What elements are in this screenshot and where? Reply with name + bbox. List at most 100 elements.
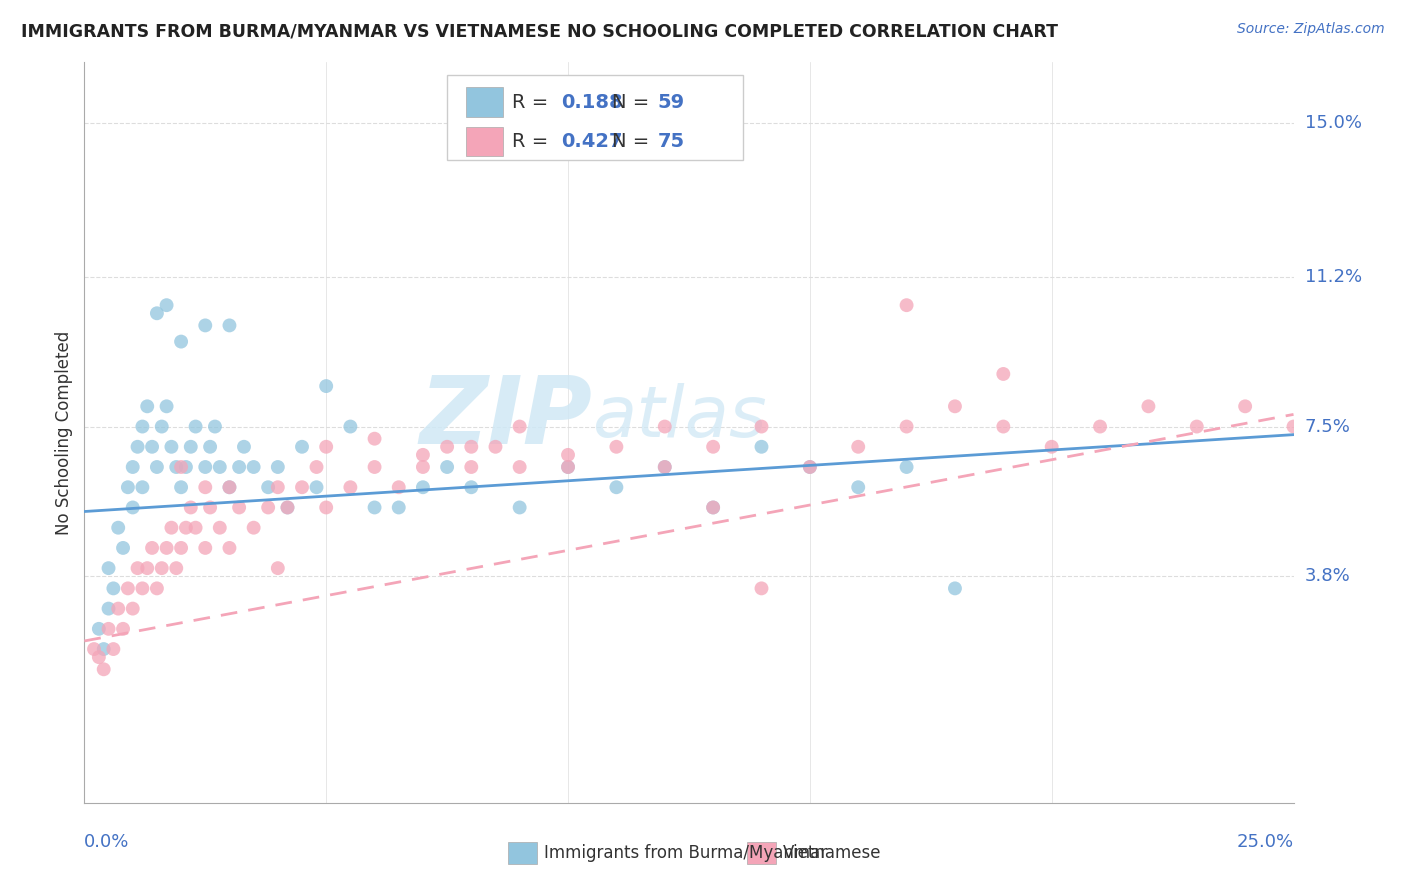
Point (484, 440, 506, 454)
Point (174, 460, 197, 475)
Point (509, 419, 531, 434)
Point (208, 460, 231, 475)
Point (1040, 440, 1063, 454)
Point (509, 460, 531, 475)
Point (198, 500, 221, 515)
Point (117, 582, 139, 596)
Point (1137, 400, 1160, 414)
Point (315, 440, 337, 454)
Point (896, 419, 918, 434)
Point (218, 541, 240, 555)
Point (141, 541, 163, 555)
Point (1185, 419, 1208, 434)
Point (557, 448, 579, 462)
Point (339, 419, 361, 434)
FancyBboxPatch shape (747, 842, 776, 864)
Point (198, 440, 221, 454)
Point (83, 642, 105, 657)
Point (460, 460, 482, 475)
Point (127, 561, 149, 575)
Point (194, 460, 217, 475)
Point (896, 460, 918, 475)
Point (165, 561, 187, 575)
Point (184, 521, 207, 535)
Text: 0.188: 0.188 (561, 93, 623, 112)
Point (751, 440, 773, 454)
Text: 75: 75 (658, 132, 685, 151)
Point (204, 419, 226, 434)
Text: 59: 59 (658, 93, 685, 112)
Point (363, 460, 385, 475)
Point (291, 480, 314, 494)
Text: 25.0%: 25.0% (1236, 833, 1294, 851)
Point (276, 500, 298, 515)
Point (654, 419, 676, 434)
Text: 0.427: 0.427 (561, 132, 623, 151)
Point (436, 460, 458, 475)
Point (267, 480, 290, 494)
FancyBboxPatch shape (467, 87, 503, 117)
Point (107, 601, 129, 615)
Point (155, 298, 177, 312)
Point (751, 582, 773, 596)
Text: atlas: atlas (592, 384, 766, 452)
Point (460, 440, 482, 454)
Text: ZIP: ZIP (419, 372, 592, 464)
Point (146, 582, 169, 596)
Point (315, 500, 337, 515)
Point (146, 460, 169, 475)
Point (141, 440, 163, 454)
Point (131, 480, 153, 494)
Point (305, 480, 328, 494)
Text: Immigrants from Burma/Myanmar: Immigrants from Burma/Myanmar (544, 844, 827, 863)
Point (388, 480, 411, 494)
Point (305, 460, 328, 475)
Point (896, 298, 918, 312)
Point (228, 460, 250, 475)
Point (412, 480, 434, 494)
Point (846, 440, 869, 454)
Point (943, 582, 966, 596)
Text: 11.2%: 11.2% (1305, 268, 1362, 285)
Point (208, 521, 231, 535)
Point (150, 561, 173, 575)
Point (170, 480, 193, 494)
Point (605, 480, 627, 494)
Point (160, 440, 183, 454)
Point (557, 460, 579, 475)
Point (93, 642, 115, 657)
Point (155, 400, 177, 414)
Point (291, 440, 314, 454)
Point (799, 460, 821, 475)
Point (267, 460, 290, 475)
Point (267, 561, 290, 575)
Point (339, 480, 361, 494)
Point (127, 440, 149, 454)
Point (97, 561, 120, 575)
Point (194, 541, 217, 555)
Point (846, 480, 869, 494)
Point (97, 622, 120, 636)
Point (150, 419, 173, 434)
Point (242, 460, 264, 475)
Point (146, 306, 169, 320)
Point (257, 500, 280, 515)
Point (1088, 419, 1111, 434)
Point (605, 440, 627, 454)
Point (194, 318, 217, 333)
Point (654, 460, 676, 475)
Point (1282, 419, 1305, 434)
Point (363, 432, 385, 446)
Text: N =: N = (612, 93, 655, 112)
Point (136, 561, 159, 575)
Point (155, 541, 177, 555)
Point (233, 440, 256, 454)
Point (993, 419, 1015, 434)
Point (174, 521, 197, 535)
Point (702, 500, 724, 515)
Point (194, 480, 217, 494)
Text: R =: R = (512, 132, 555, 151)
Point (218, 318, 240, 333)
Point (412, 460, 434, 475)
Point (131, 419, 153, 434)
